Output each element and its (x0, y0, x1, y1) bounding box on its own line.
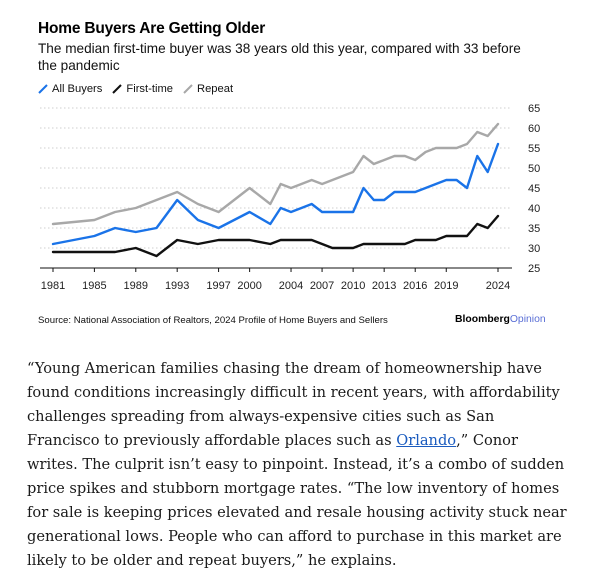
y-tick-label: 25 (528, 263, 540, 275)
chart-title: Home Buyers Are Getting Older (38, 20, 266, 37)
x-tick-label: 2010 (341, 280, 365, 292)
y-tick-label: 50 (528, 163, 540, 175)
chart-source: Source: National Association of Realtors… (38, 315, 388, 326)
bloomberg-opinion-logo: BloombergOpinion (455, 314, 546, 325)
legend-swatch-line (112, 84, 123, 94)
legend-label: All Buyers (52, 83, 103, 95)
chart-subtitle: The median first-time buyer was 38 years… (38, 41, 521, 73)
legend-swatch (112, 84, 123, 94)
orlando-link[interactable]: Orlando (396, 432, 457, 449)
x-tick-label: 2004 (279, 280, 303, 292)
legend-item: First-time (112, 83, 173, 95)
y-tick-label: 30 (528, 243, 540, 255)
x-tick-label: 2013 (372, 280, 396, 292)
series-line-repeat (51, 122, 500, 226)
x-tick-label: 2007 (310, 280, 334, 292)
x-tick-label: 1981 (41, 280, 65, 292)
brand-name: Bloomberg (455, 314, 510, 325)
x-tick-label: 2000 (237, 280, 261, 292)
series-line-first-time (51, 214, 500, 258)
x-tick-label: 1985 (82, 280, 106, 292)
chart-legend: All Buyers First-time Repeat (38, 83, 243, 95)
article-text-after-link: ,” Conor writes. The culprit isn’t easy … (27, 432, 567, 569)
y-tick-label: 55 (528, 143, 540, 155)
legend-swatch (38, 84, 48, 94)
y-tick-label: 45 (528, 183, 540, 195)
x-tick-label: 2016 (403, 280, 427, 292)
legend-swatch-line (38, 84, 48, 94)
legend-swatch-line (183, 84, 193, 94)
x-tick-label: 2024 (486, 280, 510, 292)
y-tick-label: 60 (528, 123, 540, 135)
legend-label: Repeat (196, 83, 234, 95)
x-tick-label: 1997 (206, 280, 230, 292)
x-tick-label: 1989 (124, 280, 148, 292)
legend-label: First-time (126, 83, 173, 95)
y-tick-label: 35 (528, 223, 540, 235)
article-text-before-link: “Young American families chasing the dre… (27, 360, 560, 449)
legend-item: Repeat (183, 83, 233, 95)
series-line-all-buyers (51, 142, 500, 246)
x-tick-label: 2019 (434, 280, 458, 292)
y-tick-label: 40 (528, 203, 540, 215)
legend-item: All Buyers (38, 83, 102, 95)
x-tick-label: 1993 (165, 280, 189, 292)
article-paragraph: “Young American families chasing the dre… (27, 357, 567, 573)
line-chart: 25 30 35 40 45 50 55 60 65 1981 1985 1989 1993 1997 20… (40, 103, 540, 292)
brand-sub: Opinion (509, 314, 546, 325)
legend-swatch (183, 84, 193, 94)
y-tick-label: 65 (528, 103, 540, 115)
